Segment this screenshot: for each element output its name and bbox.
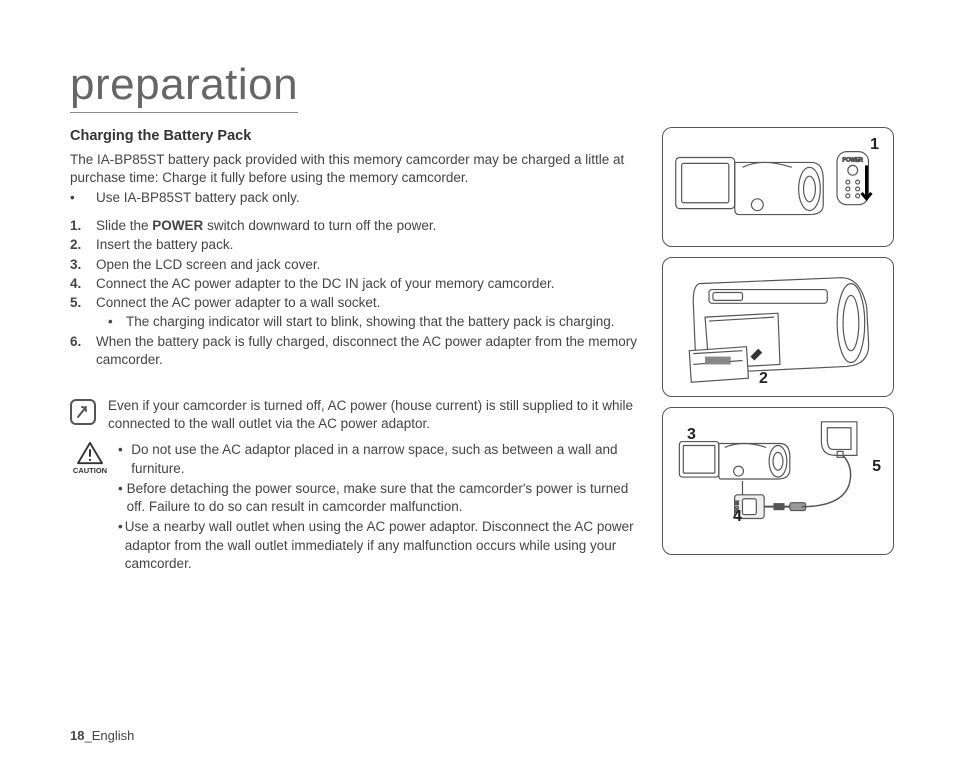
caution-block: CAUTION •Do not use the AC adaptor place… xyxy=(70,441,646,575)
note-text: Even if your camcorder is turned off, AC… xyxy=(108,397,646,433)
step-4: 4. Connect the AC power adapter to the D… xyxy=(70,275,646,293)
figure-1: 1 POWER xyxy=(662,127,894,247)
page-footer: 18_English xyxy=(70,728,134,743)
ac-adapter-illustration: DC IN xyxy=(663,408,893,554)
step-6: 6. When the battery pack is fully charge… xyxy=(70,333,646,369)
figure-2: 2 xyxy=(662,257,894,397)
intro-text: The IA-BP85ST battery pack provided with… xyxy=(70,151,646,187)
figure-3: 3 4 5 DC IN xyxy=(662,407,894,555)
camcorder-power-illustration: POWER xyxy=(663,128,893,246)
page-title: preparation xyxy=(70,60,298,113)
step-5-sub: • The charging indicator will start to b… xyxy=(108,313,646,331)
battery-insert-illustration xyxy=(663,258,893,396)
note-icon xyxy=(70,399,96,425)
caution-list: •Do not use the AC adaptor placed in a n… xyxy=(118,441,646,575)
svg-text:POWER: POWER xyxy=(843,157,863,163)
steps-list: 1. Slide the POWER switch downward to tu… xyxy=(70,217,646,369)
main-text-column: Charging the Battery Pack The IA-BP85ST … xyxy=(70,127,646,575)
step-5: 5. Connect the AC power adapter to a wal… xyxy=(70,294,646,331)
note-block: Even if your camcorder is turned off, AC… xyxy=(70,397,646,433)
step-2: 2. Insert the battery pack. xyxy=(70,236,646,254)
step-1: 1. Slide the POWER switch downward to tu… xyxy=(70,217,646,235)
top-bullet: • Use IA-BP85ST battery pack only. xyxy=(70,189,646,207)
step-3: 3. Open the LCD screen and jack cover. xyxy=(70,256,646,274)
figure-column: 1 POWER xyxy=(662,127,894,575)
caution-icon: CAUTION xyxy=(70,441,110,575)
section-subtitle: Charging the Battery Pack xyxy=(70,127,646,147)
